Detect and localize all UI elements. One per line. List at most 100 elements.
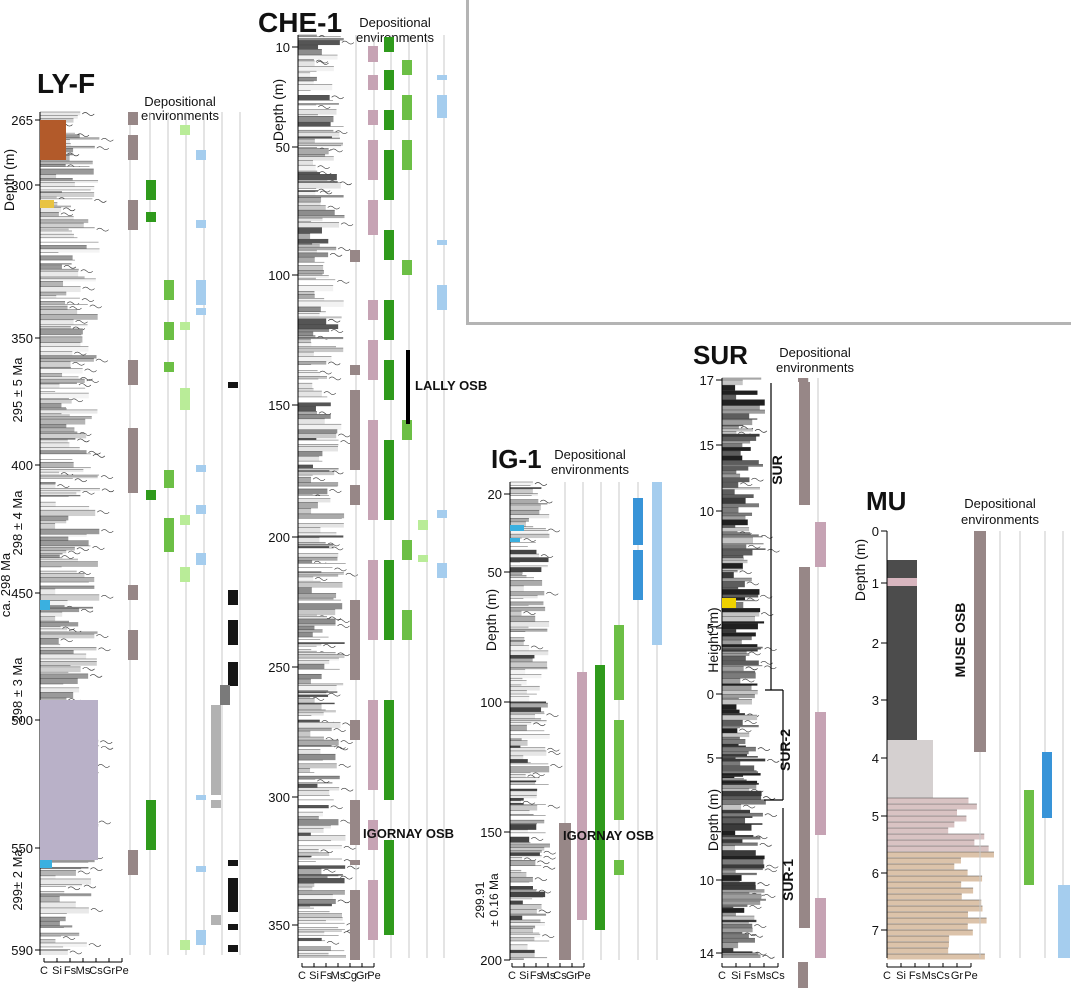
log-bed xyxy=(298,461,323,465)
structure-symbol xyxy=(550,764,563,768)
log-bed xyxy=(298,878,345,884)
lyf-L1-bar xyxy=(196,866,206,872)
log-bed xyxy=(40,559,78,562)
log-bed xyxy=(722,612,760,617)
log-bed xyxy=(722,378,762,380)
che-SL2-bar xyxy=(402,610,412,640)
log-bed xyxy=(722,600,755,602)
log-bed xyxy=(40,496,69,503)
log-bed xyxy=(510,832,546,837)
log-bed xyxy=(298,165,316,172)
log-bed xyxy=(298,361,327,365)
log-bed xyxy=(298,618,336,624)
log-bed xyxy=(298,616,327,619)
log-bed xyxy=(40,384,60,389)
log-bed xyxy=(298,352,314,357)
lyf-age-label: 295 ± 5 Ma xyxy=(10,357,25,423)
log-bed xyxy=(40,582,89,586)
log-bed xyxy=(722,817,746,824)
log-bed xyxy=(40,164,66,167)
log-bed xyxy=(722,489,735,495)
ig-tick-label: 50 xyxy=(488,565,502,580)
structure-symbol xyxy=(60,212,74,217)
log-bed xyxy=(510,944,528,951)
log-bed xyxy=(40,278,96,282)
che-SL3-bar xyxy=(384,560,394,640)
lyf-tick-label: 350 xyxy=(11,331,33,346)
log-bed xyxy=(298,317,342,319)
structure-symbol xyxy=(323,644,336,648)
log-bed xyxy=(722,942,739,949)
log-bed xyxy=(722,804,742,811)
log-bed xyxy=(722,938,755,943)
log-bed xyxy=(722,537,753,544)
log-bed xyxy=(298,202,321,206)
che-L1-bar xyxy=(437,240,447,245)
log-bed xyxy=(722,425,744,427)
che-P2-bar xyxy=(350,365,360,375)
log-bed xyxy=(298,658,339,661)
mu-grey-unit xyxy=(887,740,933,798)
structure-symbol xyxy=(751,477,764,482)
log-bed xyxy=(298,883,315,888)
log-bed xyxy=(298,356,332,362)
che-SL3-bar xyxy=(384,840,394,935)
structure-symbol xyxy=(339,181,352,186)
log-bed xyxy=(722,572,734,579)
che-SL3-bar xyxy=(384,440,394,520)
structure-symbol xyxy=(744,720,757,724)
ig-L2-bar xyxy=(633,498,643,545)
log-bed xyxy=(510,922,545,927)
structure-symbol xyxy=(759,843,772,847)
log-bed xyxy=(298,859,342,862)
che-P1-bar xyxy=(368,420,378,520)
log-bed xyxy=(40,921,60,926)
che-L1-bar xyxy=(437,510,447,518)
log-bed xyxy=(298,90,311,96)
lyf-yellow-bed xyxy=(40,200,54,208)
log-bed xyxy=(510,574,523,576)
log-bed xyxy=(298,376,327,380)
log-bed xyxy=(510,823,537,825)
structure-symbol xyxy=(547,804,561,809)
log-bed xyxy=(722,830,736,836)
log-bed xyxy=(40,942,87,947)
lyf-P2-bar xyxy=(128,200,138,230)
structure-symbol xyxy=(72,326,86,331)
structure-symbol xyxy=(754,951,767,956)
log-bed xyxy=(40,255,73,261)
lyf-title: LY-F xyxy=(37,68,95,99)
log-bed xyxy=(298,690,329,692)
structure-symbol xyxy=(82,491,95,495)
log-bed xyxy=(298,904,332,907)
che-tick-label: 100 xyxy=(268,268,290,283)
grain-label: C xyxy=(508,970,516,982)
structure-symbol xyxy=(328,692,341,697)
structure-symbol xyxy=(767,759,780,763)
structure-symbol xyxy=(92,546,105,550)
log-bed xyxy=(40,658,97,662)
structure-symbol xyxy=(337,433,351,438)
mu-bed xyxy=(887,894,962,900)
che-P2-bar xyxy=(350,860,360,865)
log-bed xyxy=(298,71,317,73)
log-bed xyxy=(40,628,68,632)
log-bed xyxy=(298,669,340,675)
log-bed xyxy=(510,713,545,715)
log-bed xyxy=(722,951,753,953)
log-bed xyxy=(298,737,324,741)
log-bed xyxy=(298,424,342,430)
structure-symbol xyxy=(78,571,91,575)
log-bed xyxy=(510,928,533,934)
log-bed xyxy=(722,778,744,780)
log-bed xyxy=(510,595,538,599)
log-bed xyxy=(298,210,335,216)
structure-symbol xyxy=(61,555,74,559)
structure-symbol xyxy=(742,678,755,683)
lyf-conglomerate xyxy=(40,700,98,860)
lyf-P2-bar xyxy=(128,850,138,875)
log-bed xyxy=(298,935,339,939)
log-bed xyxy=(40,269,79,272)
log-bed xyxy=(298,190,319,192)
